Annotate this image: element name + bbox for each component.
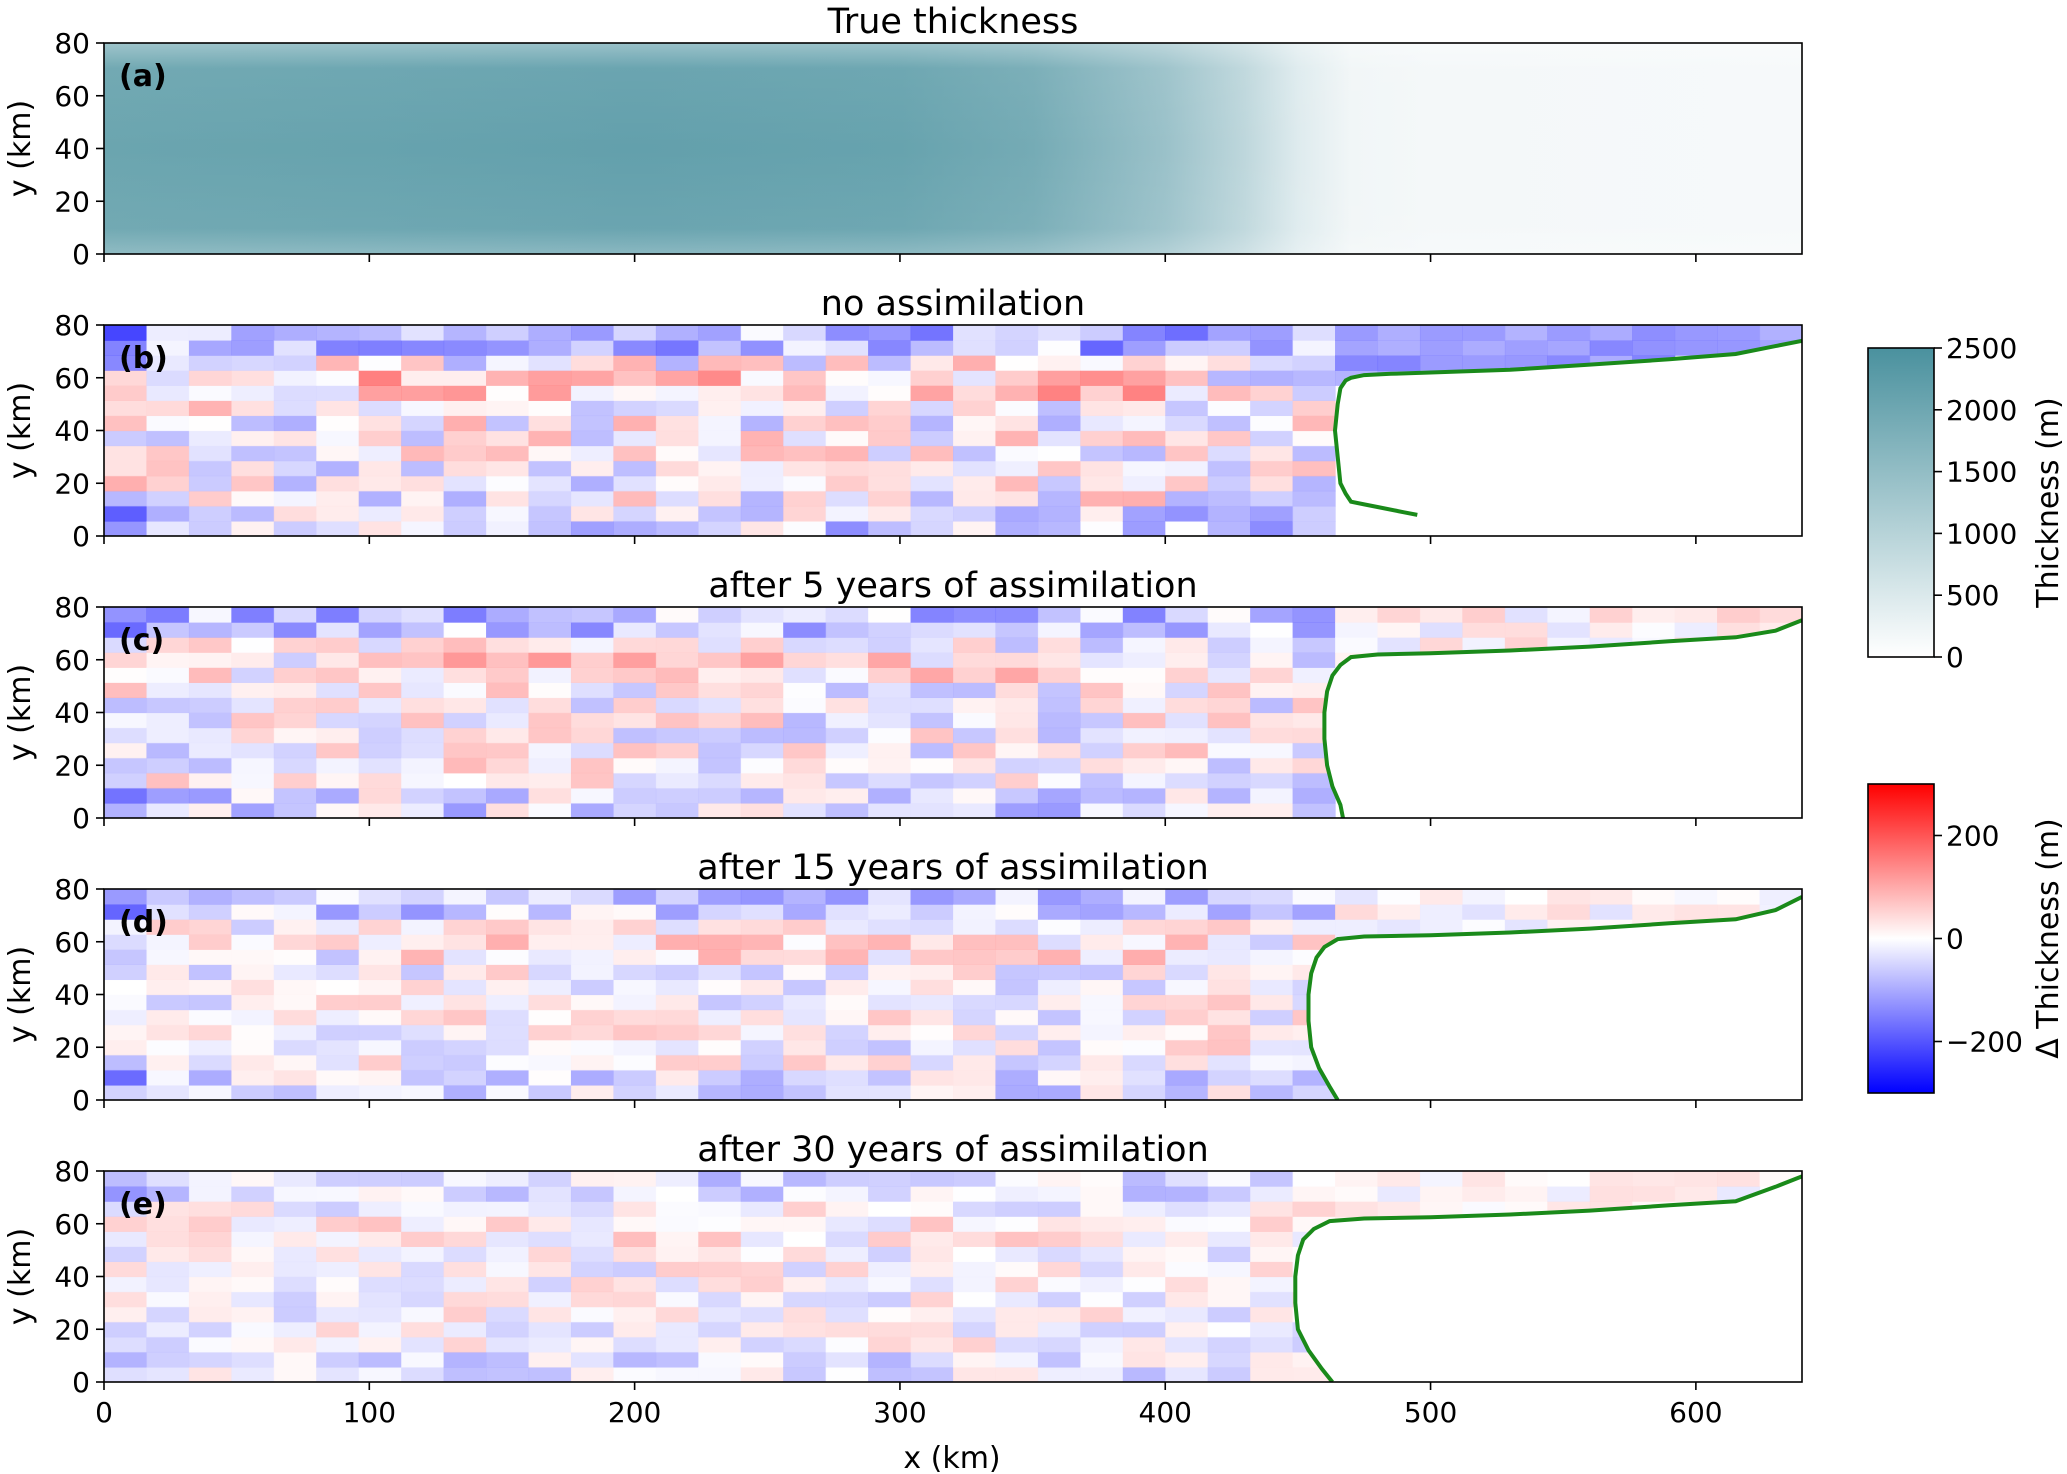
y-tick-label: 60 [54,1208,90,1241]
colorbar-tick-label: −200 [1946,1026,2023,1059]
y-tick-label: 80 [54,873,90,906]
y-tick-label: 20 [54,1031,90,1064]
colorbar-tick-label: 0 [1946,923,1964,956]
ice-shelf-region [1295,1176,1802,1382]
y-tick-label: 40 [54,697,90,730]
y-axis-label: y (km) [3,1228,38,1325]
grounding-line [1322,618,1802,818]
panel-label: (b) [119,341,168,376]
colorbar-tick-label: 200 [1946,820,1999,853]
colorbar-label: Δ Thickness (m) [2031,818,2066,1059]
colorbar-gradient [1867,783,1935,1094]
y-axis-label: y (km) [3,100,38,197]
heatmap-field [104,325,1802,536]
panel-title: True thickness [827,2,1079,42]
y-tick-label: 80 [54,309,90,342]
y-tick-label: 80 [54,1155,90,1188]
y-tick-label: 80 [54,27,90,60]
panel-label: (c) [119,623,164,658]
y-tick-label: 0 [72,802,90,835]
y-tick-label: 20 [54,467,90,500]
panel-title: after 5 years of assimilation [708,566,1197,606]
y-axis-label: y (km) [3,382,38,479]
x-tick-label: 0 [95,1396,113,1429]
y-tick-label: 0 [72,520,90,553]
grounding-line [1332,338,1802,517]
heatmap-field [104,607,1802,818]
y-tick-label: 0 [72,1084,90,1117]
ice-shelf-region [1324,620,1802,818]
grounding-line [1293,1174,1802,1382]
panel-d: after 15 years of assimilation (d) y (km) 0… [3,848,1803,1117]
y-axis-label: y (km) [3,664,38,761]
heatmap-field [104,1171,1802,1382]
panel-b: no assimilation (b) y (km) 0 20 40 60 80 [3,284,1803,553]
y-tick-label: 20 [54,1313,90,1346]
colorbar-tick-label: 2500 [1946,332,2017,365]
colorbar-delta-thickness: −200 0 200 Δ Thickness (m) [1867,783,2066,1094]
x-tick-label: 100 [343,1396,396,1429]
x-tick-label: 300 [873,1396,926,1429]
y-tick-label: 60 [54,926,90,959]
y-tick-label: 40 [54,979,90,1012]
y-tick-label: 0 [72,1366,90,1399]
y-tick-label: 40 [54,415,90,448]
heatmap-field [104,43,1802,254]
colorbar-tick-label: 1500 [1946,456,2017,489]
panel-c: after 5 years of assimilation (c) y (km) 0 2… [3,566,1803,835]
panel-title: after 15 years of assimilation [697,848,1209,888]
x-tick-label: 200 [608,1396,661,1429]
y-tick-label: 60 [54,362,90,395]
colorbar-tick-label: 2000 [1946,394,2017,427]
panel-label: (d) [119,905,168,940]
grounding-line [1306,895,1802,1100]
panel-label: (a) [119,59,167,94]
y-tick-label: 60 [54,644,90,677]
x-tick-label: 600 [1669,1396,1722,1429]
panel-title: after 30 years of assimilation [697,1130,1209,1170]
y-tick-label: 40 [54,133,90,166]
y-tick-label: 20 [54,749,90,782]
heatmap-field [104,889,1802,1100]
y-axis-label: y (km) [3,946,38,1043]
y-tick-label: 20 [54,185,90,218]
colorbar-tick-label: 1000 [1946,517,2017,550]
colorbar-label: Thickness (m) [2031,397,2066,608]
panel-label: (e) [119,1187,167,1222]
y-tick-label: 80 [54,591,90,624]
colorbars: 0 500 1000 1500 2000 2500 Thickness (m) −200 0 20… [1867,332,2066,1094]
x-tick-label: 500 [1404,1396,1457,1429]
ice-shelf-region [1335,340,1802,536]
x-tick-label: 400 [1139,1396,1192,1429]
y-tick-label: 60 [54,80,90,113]
x-axis-label: x (km) [903,1441,1000,1474]
ice-shelf-region [1308,896,1802,1100]
colorbar-thickness: 0 500 1000 1500 2000 2500 Thickness (m) [1867,332,2066,674]
colorbar-tick-label: 500 [1946,579,1999,612]
y-tick-label: 0 [72,238,90,271]
panel-e: after 30 years of assimilation (e) y (km) 0… [3,1130,1803,1429]
panel-title: no assimilation [821,284,1085,324]
y-tick-label: 40 [54,1261,90,1294]
colorbar-tick-label: 0 [1946,641,1964,674]
colorbar-gradient [1867,347,1935,658]
panel-a: True thickness (a) y (km) 0 20 40 60 80 [3,2,1803,271]
